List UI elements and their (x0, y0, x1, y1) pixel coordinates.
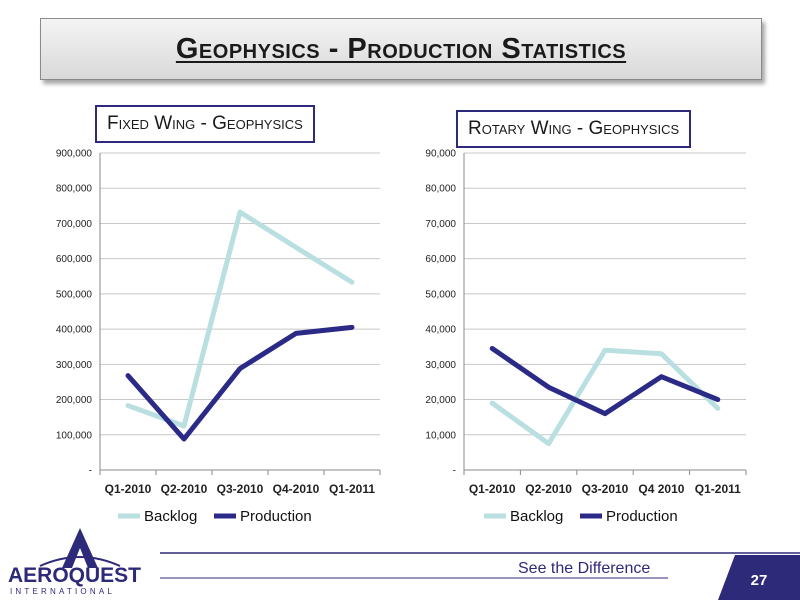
chart-title-rotary-wing: Rotary Wing - Geophysics (456, 110, 692, 148)
page-number-tab (718, 555, 800, 600)
footer-tagline: See the Difference (518, 560, 651, 577)
data-point-production (127, 375, 129, 377)
y-tick-label: 40,000 (425, 325, 456, 336)
data-point-backlog (660, 353, 662, 355)
aeroquest-logo: AEROQUEST INTERNATIONAL (8, 528, 141, 596)
y-tick-label: 600,000 (56, 254, 93, 265)
y-tick-label: 60,000 (425, 254, 456, 265)
logo-text: AEROQUEST (8, 564, 141, 587)
y-tick-label: 800,000 (56, 184, 93, 195)
data-point-backlog (491, 402, 493, 404)
legend-label-production: Production (240, 508, 312, 525)
y-tick-label: 700,000 (56, 219, 93, 230)
data-point-production (604, 413, 606, 415)
legend-label-production: Production (606, 508, 678, 525)
logo-subtext: INTERNATIONAL (10, 587, 115, 596)
data-point-backlog (127, 405, 129, 407)
data-point-backlog (295, 246, 297, 248)
data-point-backlog (604, 349, 606, 351)
page-number: 27 (750, 571, 768, 589)
chart-title-fixed-wing: Fixed Wing - Geophysics (95, 105, 315, 143)
y-tick-label: 500,000 (56, 289, 93, 300)
chart-fixed-wing: - 100,000 200,000 300,000 400,000 500,000 600,… (56, 149, 381, 525)
x-tick-label: Q3-2010 (217, 482, 264, 496)
x-tick-label: Q2-2010 (161, 482, 208, 496)
x-tick-label: Q1-2011 (695, 482, 741, 496)
data-point-production (295, 332, 297, 334)
slide-title-box: Geophysics - Production Statistics (40, 18, 762, 80)
x-tick-label: Q4-2010 (273, 482, 320, 496)
y-tick-label: 300,000 (56, 360, 93, 371)
y-tick-label: - (453, 466, 456, 477)
y-tick-label: 20,000 (425, 395, 456, 406)
y-tick-label: 50,000 (425, 289, 456, 300)
data-point-backlog (351, 281, 353, 283)
data-point-production (351, 326, 353, 328)
legend-label-backlog: Backlog (144, 508, 197, 525)
series-line-backlog (125, 209, 355, 429)
data-point-backlog (239, 211, 241, 213)
x-tick-label: Q1-2010 (105, 482, 152, 496)
y-tick-label: 400,000 (56, 325, 93, 336)
series-line-production (125, 324, 355, 442)
x-tick-label: Q2-2010 (525, 482, 572, 496)
y-tick-label: 30,000 (425, 360, 456, 371)
y-tick-label: 100,000 (56, 430, 93, 441)
data-point-production (183, 438, 185, 440)
data-point-production (548, 386, 550, 388)
slide-title: Geophysics - Production Statistics (175, 32, 627, 65)
legend-label-backlog: Backlog (510, 508, 563, 525)
y-tick-label: 200,000 (56, 395, 93, 406)
data-point-production (239, 368, 241, 370)
x-tick-label: Q4 2010 (638, 482, 684, 496)
data-point-backlog (717, 407, 719, 409)
y-tick-label: 80,000 (425, 184, 456, 195)
x-tick-label: Q3-2010 (582, 482, 629, 496)
x-tick-label: Q1-2010 (469, 482, 516, 496)
chart-rotary-wing: - 10,000 20,000 30,000 40,000 50,000 60,000 70,… (425, 149, 747, 525)
data-point-backlog (548, 443, 550, 445)
y-tick-label: - (89, 466, 92, 477)
data-point-backlog (183, 425, 185, 427)
y-tick-label: 70,000 (425, 219, 456, 230)
y-tick-label: 90,000 (425, 149, 456, 160)
data-point-production (491, 347, 493, 349)
x-tick-label: Q1-2011 (329, 482, 375, 496)
data-point-production (660, 376, 662, 378)
series-line-production (489, 345, 721, 417)
y-tick-label: 900,000 (56, 149, 93, 160)
y-tick-label: 10,000 (425, 430, 456, 441)
data-point-production (717, 399, 719, 401)
